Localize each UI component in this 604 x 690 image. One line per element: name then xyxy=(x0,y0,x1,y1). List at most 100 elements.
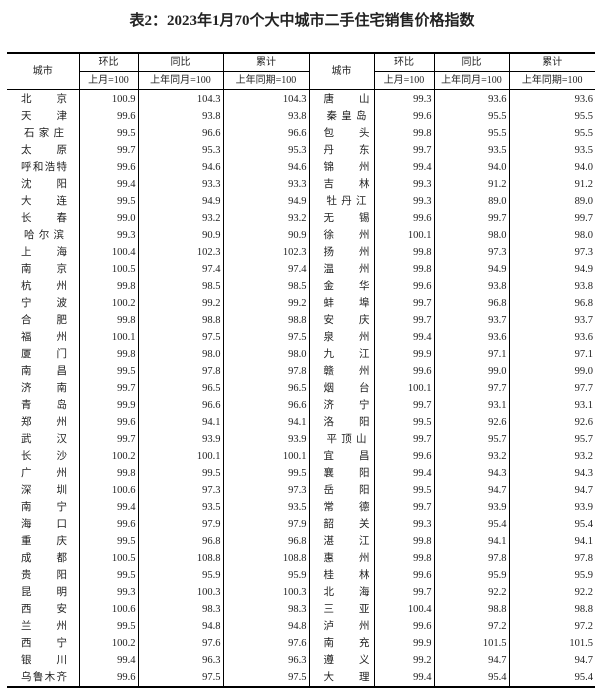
yoy-value: 93.7 xyxy=(433,312,510,329)
city-label: 天津 xyxy=(21,110,67,122)
city-label: 长春 xyxy=(21,212,67,224)
mom-value: 99.9 xyxy=(373,346,435,363)
header-cum-base: 上年同期=100 xyxy=(508,71,595,90)
mom-value: 99.4 xyxy=(78,499,139,516)
mom-value: 99.7 xyxy=(78,431,139,448)
city-label: 九江 xyxy=(323,348,370,360)
cum-value: 93.1 xyxy=(508,397,595,414)
cum-value: 99.2 xyxy=(222,295,310,312)
city-name: 大理 xyxy=(308,669,375,687)
cum-value: 97.8 xyxy=(508,550,595,567)
city-name: 平顶山 xyxy=(308,431,375,448)
city-label: 南京 xyxy=(21,263,67,275)
cum-value: 90.9 xyxy=(222,227,310,244)
mom-value: 99.7 xyxy=(78,142,139,159)
yoy-value: 94.1 xyxy=(137,414,224,431)
cum-value: 97.6 xyxy=(222,635,310,652)
cum-value: 100.1 xyxy=(222,448,310,465)
city-name: 烟台 xyxy=(308,380,375,397)
city-name: 武汉 xyxy=(7,431,80,448)
yoy-value: 97.9 xyxy=(137,516,224,533)
mom-value: 100.5 xyxy=(78,550,139,567)
city-name: 长沙 xyxy=(7,448,80,465)
mom-value: 99.3 xyxy=(373,516,435,533)
yoy-value: 89.0 xyxy=(433,193,510,210)
cum-value: 96.5 xyxy=(222,380,310,397)
city-name: 长春 xyxy=(7,210,80,227)
city-name: 沈阳 xyxy=(7,176,80,193)
mom-value: 99.8 xyxy=(78,312,139,329)
yoy-value: 99.0 xyxy=(433,363,510,380)
city-name: 合肥 xyxy=(7,312,80,329)
cum-value: 97.3 xyxy=(222,482,310,499)
yoy-value: 95.4 xyxy=(433,669,510,687)
table-row: 西安 100.6 98.3 98.3 三亚 100.4 98.8 98.8 xyxy=(7,601,595,618)
city-name: 贵阳 xyxy=(7,567,80,584)
yoy-value: 96.6 xyxy=(137,397,224,414)
yoy-value: 102.3 xyxy=(137,244,224,261)
cum-value: 98.8 xyxy=(508,601,595,618)
table-body: 北京 100.9 104.3 104.3 唐山 99.3 93.6 93.6 天津 99.6 93.… xyxy=(7,89,595,687)
city-label: 银川 xyxy=(21,654,67,666)
city-label: 平顶山 xyxy=(326,433,367,445)
city-name: 济宁 xyxy=(308,397,375,414)
table-row: 郑州 99.6 94.1 94.1 洛阳 99.5 92.6 92.6 xyxy=(7,414,595,431)
yoy-value: 100.1 xyxy=(137,448,224,465)
table-row: 西宁 100.2 97.6 97.6 南充 99.9 101.5 101.5 xyxy=(7,635,595,652)
city-name: 昆明 xyxy=(7,584,80,601)
table-row: 北京 100.9 104.3 104.3 唐山 99.3 93.6 93.6 xyxy=(7,89,595,108)
city-label: 南昌 xyxy=(21,365,67,377)
yoy-value: 93.8 xyxy=(137,108,224,125)
city-name: 襄阳 xyxy=(308,465,375,482)
table-row: 宁波 100.2 99.2 99.2 蚌埠 99.7 96.8 96.8 xyxy=(7,295,595,312)
city-name: 大连 xyxy=(7,193,80,210)
city-label: 重庆 xyxy=(21,535,67,547)
cum-value: 94.8 xyxy=(222,618,310,635)
mom-value: 99.7 xyxy=(373,312,435,329)
table-row: 武汉 99.7 93.9 93.9 平顶山 99.7 95.7 95.7 xyxy=(7,431,595,448)
cum-value: 94.7 xyxy=(508,652,595,669)
mom-value: 99.5 xyxy=(78,567,139,584)
city-label: 岳阳 xyxy=(323,484,370,496)
city-label: 合肥 xyxy=(21,314,67,326)
table-row: 昆明 99.3 100.3 100.3 北海 99.7 92.2 92.2 xyxy=(7,584,595,601)
mom-value: 100.4 xyxy=(78,244,139,261)
mom-value: 99.7 xyxy=(373,499,435,516)
city-name: 海口 xyxy=(7,516,80,533)
cum-value: 95.9 xyxy=(508,567,595,584)
mom-value: 99.6 xyxy=(78,414,139,431)
city-label: 赣州 xyxy=(323,365,370,377)
city-label: 襄阳 xyxy=(323,467,370,479)
mom-value: 100.4 xyxy=(373,601,435,618)
table-row: 呼和浩特 99.6 94.6 94.6 锦州 99.4 94.0 94.0 xyxy=(7,159,595,176)
cum-value: 97.7 xyxy=(508,380,595,397)
cum-value: 97.2 xyxy=(508,618,595,635)
yoy-value: 97.8 xyxy=(137,363,224,380)
mom-value: 99.0 xyxy=(78,210,139,227)
city-name: 吉林 xyxy=(308,176,375,193)
city-name: 丹东 xyxy=(308,142,375,159)
mom-value: 99.6 xyxy=(373,567,435,584)
city-name: 岳阳 xyxy=(308,482,375,499)
yoy-value: 94.9 xyxy=(137,193,224,210)
city-label: 吉林 xyxy=(323,178,370,190)
mom-value: 99.2 xyxy=(373,652,435,669)
yoy-value: 96.8 xyxy=(433,295,510,312)
mom-value: 99.9 xyxy=(373,635,435,652)
yoy-value: 93.1 xyxy=(433,397,510,414)
yoy-value: 94.3 xyxy=(433,465,510,482)
mom-value: 99.6 xyxy=(373,448,435,465)
mom-value: 99.7 xyxy=(373,431,435,448)
mom-value: 99.6 xyxy=(373,618,435,635)
mom-value: 99.7 xyxy=(373,295,435,312)
yoy-value: 97.3 xyxy=(433,244,510,261)
city-label: 宜昌 xyxy=(323,450,370,462)
city-name: 湛江 xyxy=(308,533,375,550)
city-name: 南充 xyxy=(308,635,375,652)
header-mom: 环比 xyxy=(78,53,139,72)
table-row: 沈阳 99.4 93.3 93.3 吉林 99.3 91.2 91.2 xyxy=(7,176,595,193)
city-label: 杭州 xyxy=(21,280,67,292)
cum-value: 94.3 xyxy=(508,465,595,482)
city-name: 遵义 xyxy=(308,652,375,669)
city-label: 南宁 xyxy=(21,501,67,513)
